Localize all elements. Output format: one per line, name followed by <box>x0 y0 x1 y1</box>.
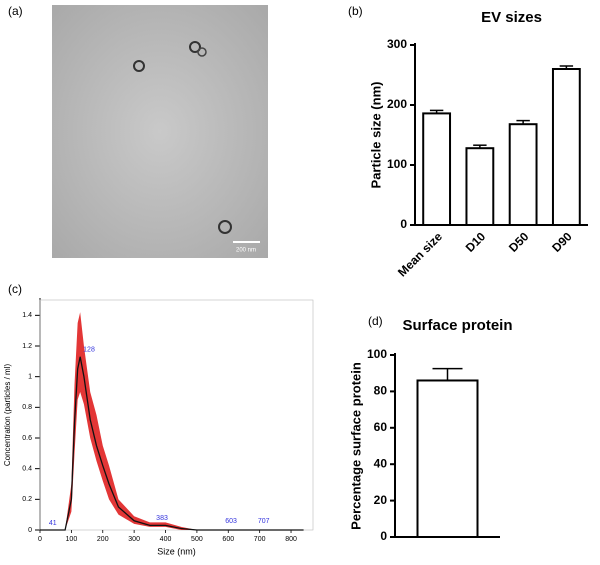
chart-title: EV sizes <box>481 9 542 26</box>
peak-label: 41 <box>49 520 57 527</box>
x-tick-label: D50 <box>506 229 532 255</box>
x-tick-label: 800 <box>285 536 297 543</box>
y-tick-label: 0.4 <box>22 466 32 473</box>
y-tick-label: 1.4 <box>22 312 32 319</box>
y-tick-label: 60 <box>374 420 388 434</box>
chart-title: Surface protein <box>402 317 512 334</box>
vesicle <box>197 47 207 57</box>
plot-frame <box>39 299 314 531</box>
vesicle <box>218 220 232 234</box>
scale-bar-label: 200 nm <box>236 248 256 254</box>
y-tick-label: 20 <box>374 493 388 507</box>
x-tick-label: Mean size <box>395 229 445 279</box>
confidence-band <box>40 312 304 530</box>
panel-label: (d) <box>368 314 383 328</box>
peak-label: 603 <box>225 518 237 525</box>
bar <box>416 379 479 539</box>
x-axis-label: Size (nm) <box>157 546 196 556</box>
vesicle <box>189 41 201 53</box>
tem-image: 200 nm <box>52 5 268 258</box>
y-tick-label: 0.8 <box>22 404 32 411</box>
x-tick-label: 100 <box>66 536 78 543</box>
bar <box>551 68 581 226</box>
y-tick-label: 0 <box>400 217 407 231</box>
bar <box>465 147 495 226</box>
x-tick-label: 400 <box>160 536 172 543</box>
y-tick-label: 0 <box>28 527 32 534</box>
x-tick-label: 300 <box>128 536 140 543</box>
peak-label: 128 <box>83 347 95 354</box>
y-tick-label: 40 <box>374 456 388 470</box>
x-tick-label: 200 <box>97 536 109 543</box>
panel-label: (b) <box>348 4 363 18</box>
y-tick-label: 200 <box>387 97 407 111</box>
y-axis-label: Concentration (particles / ml) <box>3 364 12 467</box>
y-tick-label: 80 <box>374 384 388 398</box>
bar <box>422 112 452 226</box>
y-tick-label: 100 <box>367 347 387 361</box>
vesicle <box>133 60 145 72</box>
y-axis-label: Percentage surface protein <box>348 362 363 530</box>
x-tick-label: 500 <box>191 536 203 543</box>
y-axis-label: Particle size (nm) <box>368 82 383 189</box>
y-tick-label: 1.2 <box>22 343 32 350</box>
y-tick-label: 300 <box>387 37 407 51</box>
panel-label: (c) <box>8 282 22 296</box>
x-tick-label: D10 <box>463 229 489 255</box>
panel-label: (a) <box>8 4 23 18</box>
y-tick-label: 100 <box>387 157 407 171</box>
x-tick-label: 0 <box>38 536 42 543</box>
y-tick-label: 0 <box>380 529 387 543</box>
y-tick-label: 0.6 <box>22 435 32 442</box>
micrograph <box>52 5 268 258</box>
y-tick-label: 0.2 <box>22 496 32 503</box>
y-tick-label: 1 <box>28 374 32 381</box>
peak-label: 383 <box>156 515 168 522</box>
peak-label: 707 <box>258 518 270 525</box>
x-tick-label: 600 <box>222 536 234 543</box>
x-tick-label: D90 <box>549 229 575 255</box>
x-tick-label: 700 <box>254 536 266 543</box>
line <box>40 356 304 531</box>
bar <box>508 123 538 226</box>
